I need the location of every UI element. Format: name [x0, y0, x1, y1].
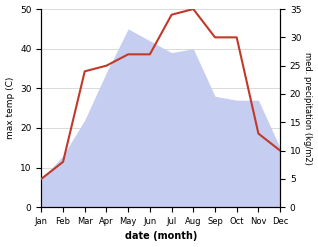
X-axis label: date (month): date (month)	[125, 231, 197, 242]
Y-axis label: med. precipitation (kg/m2): med. precipitation (kg/m2)	[303, 52, 313, 165]
Y-axis label: max temp (C): max temp (C)	[5, 77, 15, 139]
